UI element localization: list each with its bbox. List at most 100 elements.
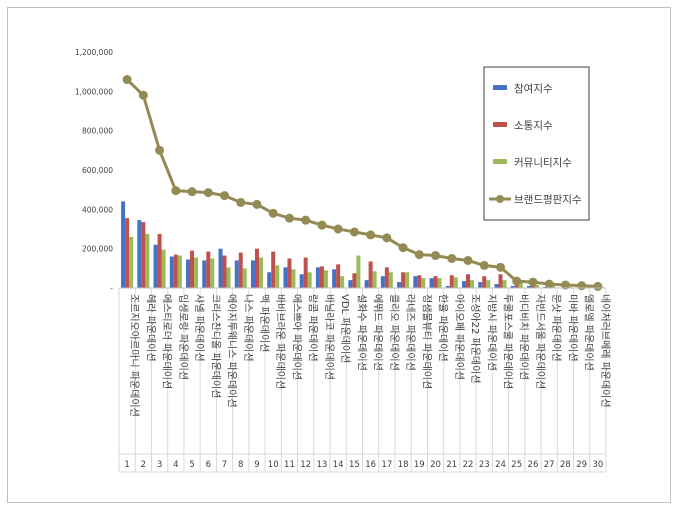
- x-category-label: 자빈드서울 파운데이션: [534, 294, 546, 389]
- bar-3: [194, 257, 199, 288]
- x-category-number: 6: [206, 460, 211, 470]
- bar-3: [356, 255, 361, 288]
- bar-1: [380, 276, 385, 288]
- y-axis: - 200,000 400,000 600,000 800,000 1,000,000 1,…: [75, 48, 113, 293]
- bar-3: [210, 258, 215, 288]
- bar-3: [405, 272, 410, 288]
- bar-2: [141, 222, 146, 288]
- bar-1: [510, 286, 515, 288]
- x-axis: 조르지오아르마니 파운데이션 헤라 파운데이션 에스티로더 파운데이션 입생로랑 파운…: [118, 287, 611, 473]
- x-category-number: 1: [124, 460, 129, 470]
- bar-3: [161, 249, 166, 288]
- legend-label: 브랜드평판지수: [514, 194, 582, 206]
- bar-3: [145, 233, 150, 288]
- brand-line-point: [593, 281, 603, 291]
- bar-2: [336, 264, 341, 288]
- y-tick-label: 400,000: [82, 205, 113, 214]
- x-category-label: VDL 파운데이션: [339, 294, 351, 363]
- x-category-number: 20: [430, 460, 441, 470]
- bar-3: [534, 285, 539, 288]
- x-category-number: 19: [414, 460, 425, 470]
- x-category-label: 바닐라코 파운데이션: [323, 294, 335, 380]
- bar-2: [125, 218, 130, 288]
- x-category-number: 8: [238, 460, 243, 470]
- bar-2: [384, 267, 389, 288]
- bar-2: [238, 252, 243, 288]
- brand-line-point: [187, 187, 197, 197]
- bar-1: [250, 260, 255, 288]
- brand-line-point: [122, 75, 132, 85]
- x-category-label: 에스티로더 파운데이션: [161, 294, 173, 389]
- bar-3: [388, 272, 393, 288]
- x-category-number: 5: [189, 460, 194, 470]
- bar-2: [271, 251, 276, 288]
- bar-3: [291, 269, 296, 288]
- bar-3: [437, 278, 442, 288]
- bar-1: [462, 281, 467, 288]
- y-tick-label: 1,000,000: [75, 87, 113, 96]
- bar-3: [421, 278, 426, 288]
- legend-label: 참여지수: [514, 83, 553, 95]
- bar-3: [258, 257, 263, 288]
- bar-3: [518, 282, 523, 288]
- y-tick-label: 200,000: [82, 245, 113, 254]
- y-tick-label: 800,000: [82, 127, 113, 136]
- bar-1: [429, 278, 434, 288]
- bar-1: [397, 282, 402, 288]
- x-category-label: 라네즈 파운데이션: [404, 294, 416, 371]
- x-category-label: 맥 파운데이션: [258, 294, 270, 352]
- x-category-number: 15: [349, 460, 360, 470]
- bar-2: [190, 250, 195, 288]
- bar-2: [206, 251, 211, 288]
- bar-1: [153, 244, 158, 288]
- x-category-label: 바비브라운 파운데이션: [274, 294, 286, 389]
- x-category-label: 랑콤 파운데이션: [307, 294, 319, 362]
- brand-line: [122, 75, 603, 291]
- legend-swatch: [493, 159, 507, 164]
- brand-line-point: [268, 208, 278, 218]
- bar-1: [526, 286, 531, 288]
- bar-2: [173, 254, 178, 288]
- brand-line-point: [301, 215, 311, 225]
- legend-swatch: [493, 85, 507, 90]
- legend-swatch: [493, 122, 507, 127]
- x-category-number: 13: [317, 460, 328, 470]
- x-category-label: 네이처러브메레 파운데이션: [599, 294, 611, 408]
- x-category-label: 설화수 파운데이션: [355, 294, 367, 371]
- x-category-number: 4: [173, 460, 178, 470]
- bar-1: [445, 286, 450, 288]
- brand-line-point: [236, 197, 246, 207]
- x-category-number: 26: [528, 460, 539, 470]
- x-category-label: 비디비치 파운데이션: [518, 294, 530, 380]
- x-category-number: 10: [268, 460, 279, 470]
- bar-3: [486, 280, 491, 288]
- bar-3: [177, 255, 182, 288]
- brand-line-point: [479, 260, 489, 270]
- x-category-number: 29: [576, 460, 587, 470]
- x-category-number: 2: [141, 460, 146, 470]
- bar-3: [226, 267, 231, 288]
- bars: [121, 201, 604, 288]
- x-category-label: 클리오 파운데이션: [388, 294, 400, 371]
- legend-box: [483, 66, 590, 221]
- x-category-label: 엘로엘 파운데이션: [583, 294, 596, 371]
- x-category-number: 16: [365, 460, 376, 470]
- brand-line-point: [447, 254, 457, 263]
- bar-2: [482, 276, 487, 288]
- brand-line-point: [171, 186, 181, 196]
- bar-3: [275, 265, 280, 288]
- x-category-number: 23: [479, 460, 490, 470]
- bar-2: [466, 274, 471, 288]
- chart-frame: - 200,000 400,000 600,000 800,000 1,000,000 1,…: [7, 7, 671, 503]
- brand-line-point: [463, 255, 473, 265]
- x-category-label: 미바 파운데이션: [566, 294, 578, 362]
- brand-line-point: [544, 279, 554, 289]
- bar-3: [129, 236, 134, 288]
- x-category-label: 나스 파운데이션: [242, 294, 254, 362]
- bar-1: [494, 284, 499, 288]
- bar-1: [413, 276, 418, 288]
- bar-3: [453, 277, 458, 288]
- bar-1: [202, 260, 207, 288]
- bar-3: [470, 280, 475, 288]
- bar-3: [502, 280, 507, 288]
